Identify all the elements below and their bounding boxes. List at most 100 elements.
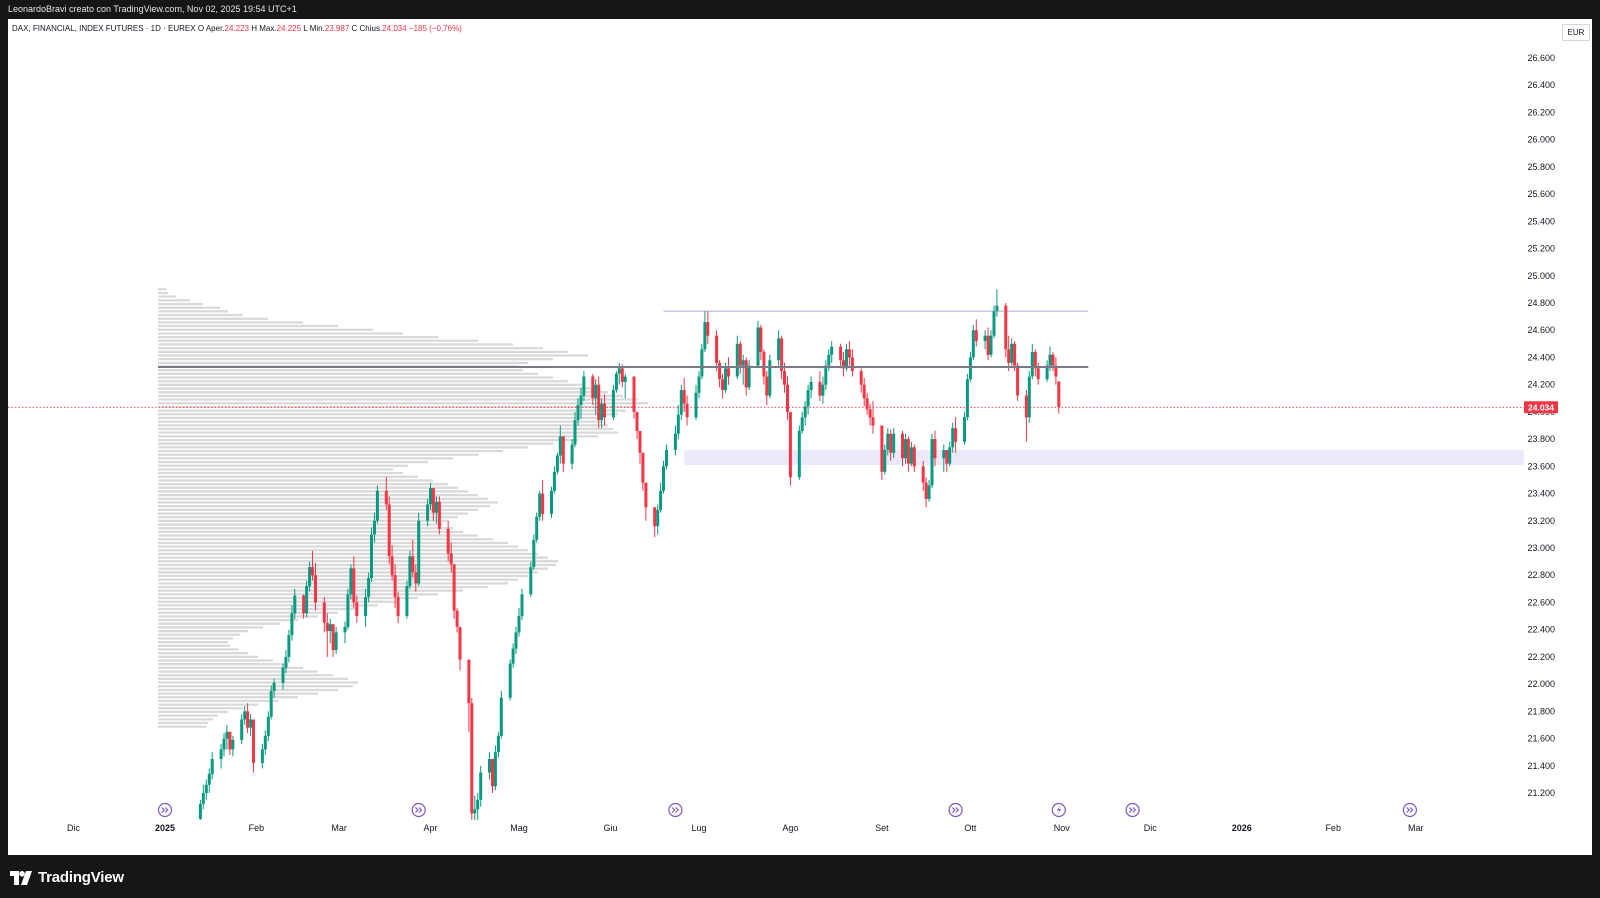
volume-profile-bar xyxy=(158,534,478,537)
volume-profile-bar xyxy=(158,431,618,434)
volume-profile-bar xyxy=(158,659,273,662)
candle-body xyxy=(476,799,480,810)
candle-body xyxy=(355,602,359,616)
split-arrows-icon xyxy=(1406,807,1414,813)
volume-profile-bar xyxy=(158,549,528,552)
candle-body xyxy=(638,430,642,453)
volume-profile-bar xyxy=(158,442,553,445)
volume-profile-bar xyxy=(158,479,433,482)
legend-open-value: 24.223 xyxy=(224,24,249,33)
legend-high-label: H xyxy=(251,24,258,33)
candle-body xyxy=(662,466,665,491)
volume-profile-bar xyxy=(158,387,598,390)
candle-body xyxy=(499,697,503,736)
candle-body xyxy=(550,490,553,514)
tradingview-brand[interactable]: TradingView xyxy=(10,869,124,886)
candle-body xyxy=(951,428,955,448)
candle-body xyxy=(777,338,781,361)
candle-body xyxy=(532,539,536,567)
legend-close-value: 24.034 xyxy=(382,24,407,33)
candle-body xyxy=(334,632,338,651)
volume-profile-bar xyxy=(158,321,303,324)
candle-body xyxy=(576,405,580,421)
candle-body xyxy=(287,635,291,657)
candle-body xyxy=(765,376,769,396)
x-tick-label: Giu xyxy=(603,823,617,833)
candle-body xyxy=(508,663,512,698)
candle-body xyxy=(735,343,739,377)
volume-profile-bar xyxy=(158,361,528,364)
volume-profile-bar xyxy=(158,306,220,309)
candle-body xyxy=(700,349,704,377)
volume-profile-bar xyxy=(158,589,463,592)
candle-body xyxy=(883,450,887,472)
candle-body xyxy=(1010,343,1014,363)
candle-body xyxy=(210,759,214,774)
candle-body xyxy=(573,420,577,445)
currency-button[interactable]: EUR xyxy=(1562,24,1590,41)
candle-body xyxy=(594,384,598,399)
symbol-legend[interactable]: DAX, FINANCIAL, INDEX FUTURES · 1D · EUR… xyxy=(12,24,462,33)
candle-body xyxy=(198,803,202,819)
volume-profile-bar xyxy=(158,571,538,574)
candle-body xyxy=(370,534,373,578)
candle-body xyxy=(992,311,996,336)
candle-body xyxy=(818,381,822,396)
candle-body xyxy=(538,493,542,517)
volume-profile-bar xyxy=(158,302,203,306)
candle-body xyxy=(679,390,683,415)
volume-profile-bar xyxy=(158,324,338,328)
candle-body xyxy=(591,376,595,399)
candle-body xyxy=(862,384,866,399)
candle-body xyxy=(228,731,232,750)
volume-profile-bar xyxy=(158,611,338,614)
candle-body xyxy=(570,444,574,464)
candle-body xyxy=(222,738,226,750)
volume-profile-bar xyxy=(158,644,230,647)
candle-body xyxy=(768,360,772,396)
candle-body xyxy=(496,735,500,753)
y-tick-label: 21.400 xyxy=(1527,761,1555,771)
y-tick-label: 22.600 xyxy=(1527,597,1555,607)
y-tick-label: 21.800 xyxy=(1527,706,1555,716)
volume-profile-bar xyxy=(158,593,438,596)
candle-body xyxy=(1013,343,1017,366)
x-tick-label: Mar xyxy=(1408,823,1424,833)
volume-profile-bar xyxy=(158,718,213,721)
candle-body xyxy=(697,376,701,393)
volume-profile-bar xyxy=(158,523,443,526)
volume-profile-bar xyxy=(158,714,218,717)
candle-body xyxy=(635,411,639,431)
candle-body xyxy=(727,368,730,377)
volume-profile-bar xyxy=(158,343,513,346)
candle-body xyxy=(603,403,606,418)
volume-profile-bar xyxy=(158,633,240,636)
split-arrows-icon xyxy=(951,807,960,813)
candle-body xyxy=(249,719,253,728)
volume-profile-bar xyxy=(158,383,583,386)
candle-body xyxy=(417,520,421,584)
candle-body xyxy=(437,501,441,529)
volume-profile-bar xyxy=(158,538,493,541)
candle-body xyxy=(488,759,491,773)
volume-profile-bar xyxy=(158,556,548,559)
candle-body xyxy=(290,613,294,636)
candle-body xyxy=(786,384,789,412)
volume-profile-bar xyxy=(158,291,168,295)
candle-body xyxy=(806,390,810,407)
candle-body xyxy=(535,516,539,540)
candle-body xyxy=(493,752,497,787)
candle-body xyxy=(446,528,450,554)
x-tick-label: Dic xyxy=(67,823,80,833)
split-arrows-icon xyxy=(415,807,423,813)
volume-profile-bar xyxy=(158,512,468,515)
candle-body xyxy=(850,357,854,371)
plot-area[interactable] xyxy=(8,288,1524,834)
volume-profile-bar xyxy=(158,692,318,695)
candle-body xyxy=(240,719,244,740)
x-tick-label: Mag xyxy=(510,823,528,833)
candle-body xyxy=(408,556,412,587)
candle-body xyxy=(741,360,745,366)
candle-body xyxy=(314,575,317,603)
